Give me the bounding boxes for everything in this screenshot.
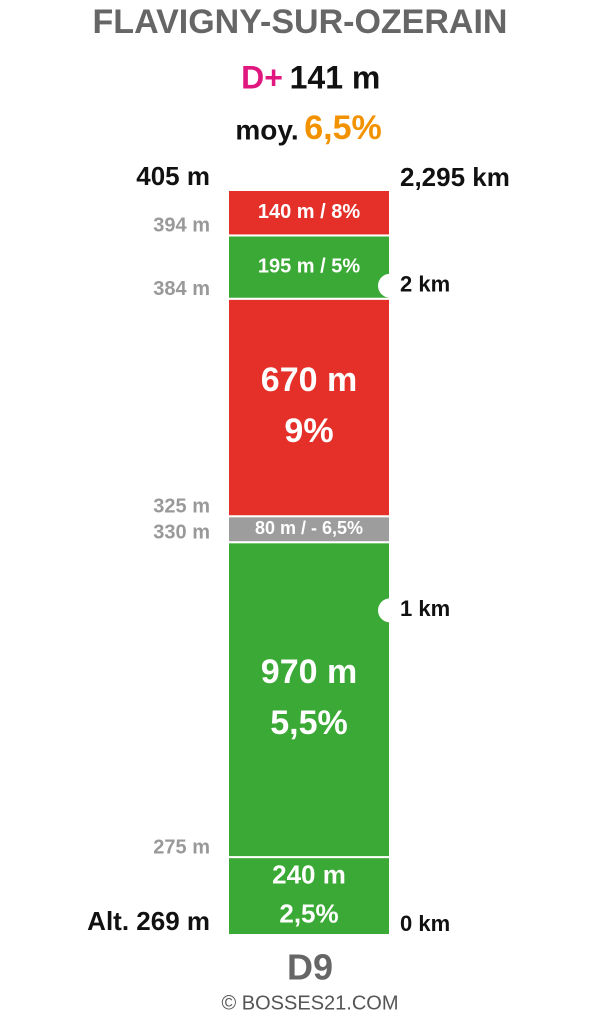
average-value: 6,5% [304, 109, 382, 147]
altitude-label: 325 m [153, 496, 210, 518]
altitude-label: Alt. 269 m [87, 906, 210, 936]
segment [227, 856, 391, 936]
segment [227, 297, 391, 518]
altitude-label: 330 m [153, 521, 210, 543]
km-notch [378, 598, 402, 623]
segment-label: 140 m / 8% [258, 201, 361, 223]
credit: © BOSSES21.COM [221, 992, 398, 1014]
total-distance: 2,295 km [400, 162, 510, 192]
climb-label: D+ [241, 59, 283, 95]
altitude-label: 384 m [153, 278, 210, 300]
title: FLAVIGNY-SUR-OZERAIN [93, 3, 508, 41]
altitude-label: 275 m [153, 836, 210, 858]
segment-label: 240 m [272, 859, 346, 889]
km-label: 0 km [400, 911, 450, 936]
km-label: 1 km [400, 596, 450, 621]
segment [227, 541, 391, 859]
road: D9 [287, 947, 333, 988]
segment-label: 80 m / - 6,5% [255, 518, 363, 538]
altitude-label: 405 m [136, 161, 210, 191]
segment-label: 2,5% [279, 898, 338, 928]
segment-label: 670 m [261, 361, 357, 399]
segment-label: 9% [284, 412, 333, 450]
average-label: moy. [235, 114, 298, 145]
segment-label: 970 m [261, 653, 357, 691]
segment-label: 5,5% [270, 704, 348, 742]
segment [227, 515, 391, 544]
altitude-label: 394 m [153, 215, 210, 237]
km-notch [378, 273, 402, 298]
km-label: 2 km [400, 272, 450, 297]
climb-value: 141 m [290, 59, 381, 95]
segment [227, 189, 391, 237]
segment-label: 195 m / 5% [258, 255, 361, 277]
